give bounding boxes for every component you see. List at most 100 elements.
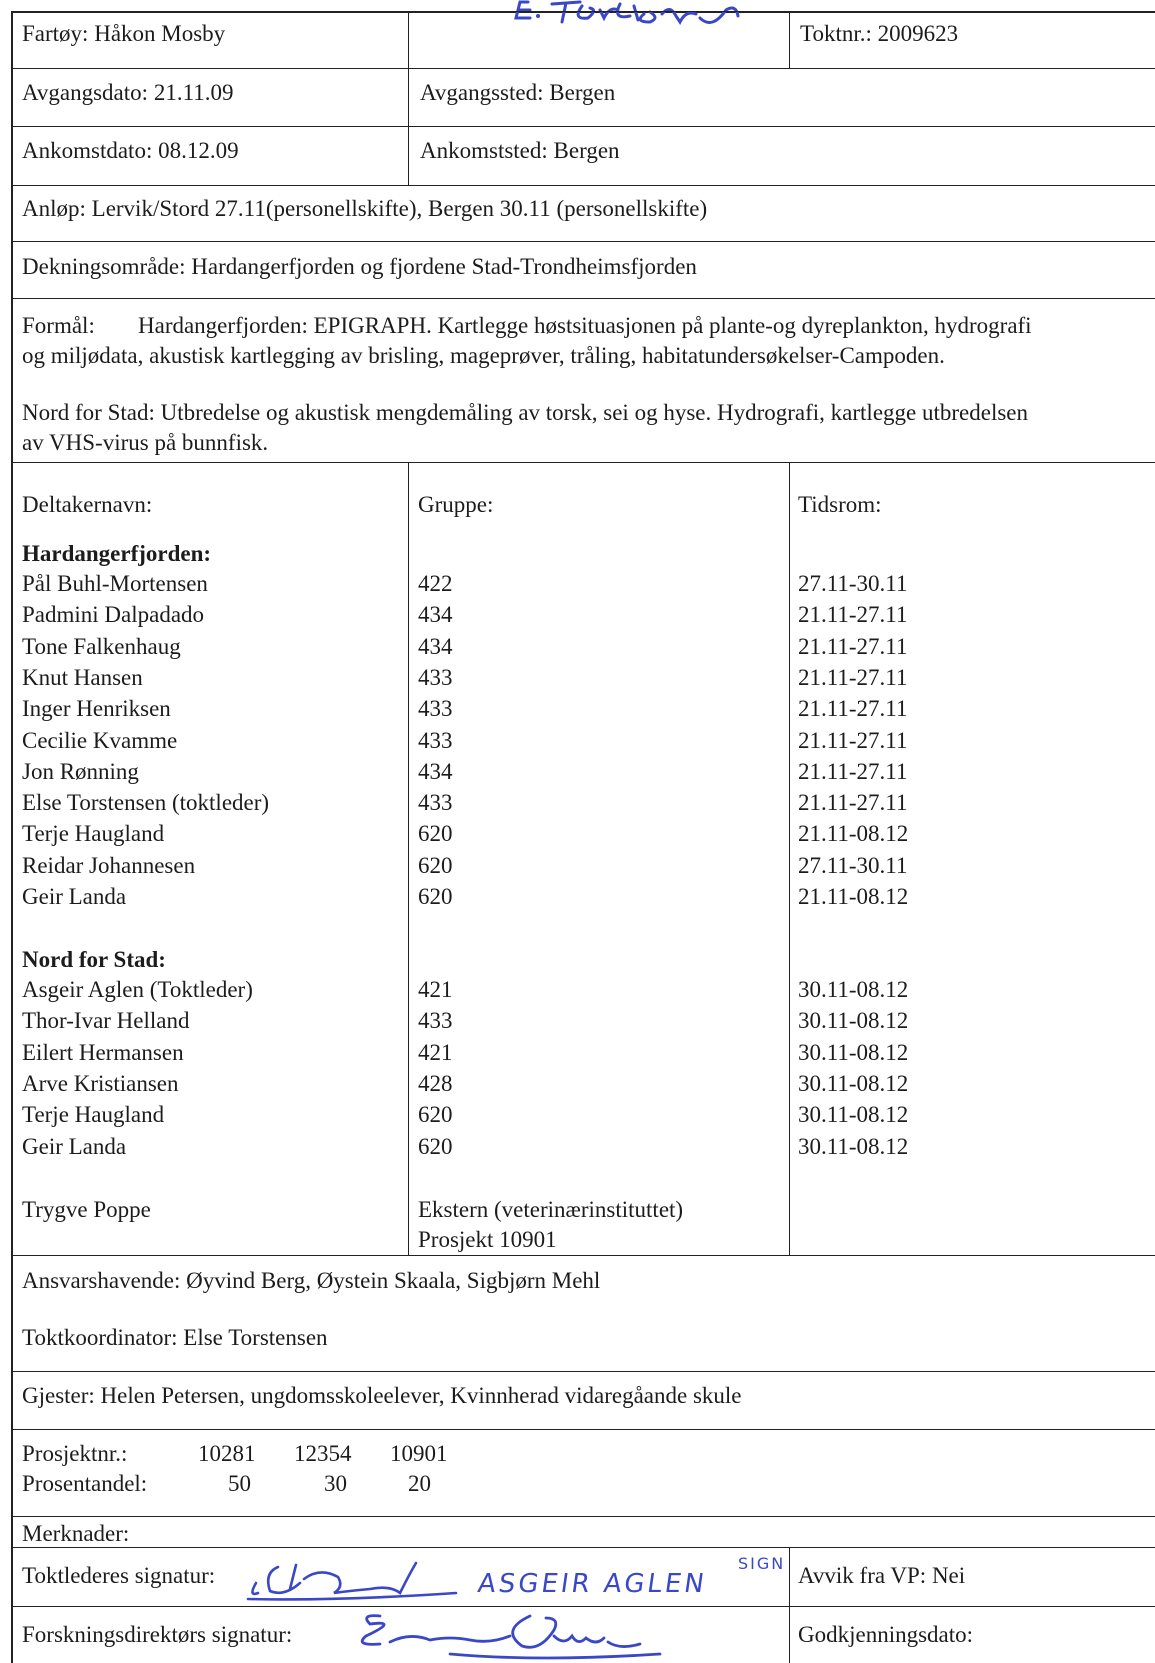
participant-period: 30.11-08.12 <box>798 1039 909 1065</box>
project-number: 12354 <box>294 1441 352 1466</box>
participant-period-header: Tidsrom: <box>798 492 882 517</box>
arrival-date-field: Ankomstdato: 08.12.09 <box>22 137 239 165</box>
participant-group: 434 <box>418 758 453 784</box>
participant-name: Terje Haugland <box>22 1102 165 1128</box>
participant-period: 21.11-27.11 <box>798 727 908 753</box>
participant-period: 30.11-08.12 <box>798 1133 909 1159</box>
cruise-number-field: Toktnr.: 2009623 <box>800 20 958 48</box>
participant-period: 30.11-08.12 <box>798 1070 909 1096</box>
purpose-label: Formål: <box>22 313 95 338</box>
leader-signature-label: Toktlederes signatur: <box>22 1563 216 1588</box>
participant-period: 27.11-30.11 <box>798 571 908 596</box>
arrival-place-label: Ankomststed: <box>420 138 548 163</box>
project-number-label: Prosjektnr.: <box>22 1441 128 1466</box>
participant-name: Inger Henriksen <box>22 696 171 722</box>
header-signature <box>514 0 740 25</box>
participant-group: 433 <box>418 696 453 722</box>
arrival-date-value: 08.12.09 <box>158 138 239 163</box>
participant-period: 21.11-27.11 <box>798 758 908 784</box>
director-signature <box>360 1614 662 1660</box>
participant-name: Padmini Dalpadado <box>22 602 205 628</box>
participant-period: 21.11-27.11 <box>798 664 908 690</box>
section-title-nord-for-stad: Nord for Stad: <box>22 947 166 972</box>
departure-date-field: Avgangsdato: 21.11.09 <box>22 79 233 107</box>
port-calls: Anløp: Lervik/Stord 27.11(personellskift… <box>22 196 708 221</box>
participant-group: 620 <box>418 821 453 847</box>
project-percent: 50 <box>228 1471 251 1496</box>
participant-name: Reidar Johannesen <box>22 852 196 878</box>
participant-group: 434 <box>418 602 453 628</box>
departure-place-value: Bergen <box>549 80 616 105</box>
departure-place-field: Avgangssted: Bergen <box>420 79 615 107</box>
vessel-value: Håkon Mosby <box>94 21 226 46</box>
form-frame <box>11 11 1155 1663</box>
participant-period: 21.11-27.11 <box>798 696 908 722</box>
participant-group: 620 <box>418 1102 453 1128</box>
participant-name: Asgeir Aglen (Toktleder) <box>22 977 253 1002</box>
participant-group: 620 <box>418 884 453 909</box>
participant-name: Terje Haugland <box>22 821 165 847</box>
participant-period: 21.11-27.11 <box>798 633 908 659</box>
departure-date-label: Avgangsdato: <box>22 80 149 105</box>
participant-name: Geir Landa <box>22 1133 127 1159</box>
project-percent: 30 <box>324 1471 347 1496</box>
participant-group: 620 <box>418 852 453 878</box>
participant-group: 421 <box>418 1039 453 1065</box>
deviation-from-plan: Avvik fra VP: Nei <box>798 1563 966 1588</box>
participant-group: 620 <box>418 1133 453 1159</box>
approval-date-label: Godkjenningsdato: <box>798 1622 974 1647</box>
remarks-label: Merknader: <box>22 1521 130 1546</box>
participant-period: 27.11-30.11 <box>798 852 908 878</box>
coverage-area: Dekningsområde: Hardangerfjorden og fjor… <box>22 254 697 279</box>
participant-name: Pål Buhl-Mortensen <box>22 571 208 596</box>
participant-group: 421 <box>418 977 453 1002</box>
purpose-line-1: Hardangerfjorden: EPIGRAPH. Kartlegge hø… <box>138 313 1032 338</box>
participant-name: Jon Rønning <box>22 758 139 784</box>
participant-name: Knut Hansen <box>22 664 143 690</box>
vessel-field: Fartøy: Håkon Mosby <box>22 20 225 48</box>
participant-name: Eilert Hermansen <box>22 1039 184 1065</box>
participant-period: 30.11-08.12 <box>798 977 909 1002</box>
participant-group: 433 <box>418 1008 453 1034</box>
cruise-number-value: 2009623 <box>877 21 959 46</box>
departure-place-label: Avgangssted: <box>420 80 544 105</box>
participant-name: Arve Kristiansen <box>22 1070 179 1096</box>
participant-group: 422 <box>418 571 453 596</box>
director-signature-label: Forskningsdirektørs signatur: <box>22 1622 293 1647</box>
participant-period: 30.11-08.12 <box>798 1008 909 1034</box>
arrival-place-field: Ankomststed: Bergen <box>420 137 620 165</box>
purpose-line-2: og miljødata, akustisk kartlegging av br… <box>22 343 945 368</box>
participant-name: Cecilie Kvamme <box>22 727 178 753</box>
project-percent-label: Prosentandel: <box>22 1471 148 1496</box>
participant-group: 433 <box>418 727 453 753</box>
arrival-date-label: Ankomstdato: <box>22 138 153 163</box>
project-percent: 20 <box>408 1471 431 1496</box>
section-title-hardangerfjorden: Hardangerfjorden: <box>22 541 212 566</box>
leader-signature-scribble <box>246 1561 458 1601</box>
purpose-line-4: av VHS-virus på bunnfisk. <box>22 430 269 455</box>
cruise-number-label: Toktnr.: <box>800 21 872 46</box>
responsible-persons: Ansvarshavende: Øyvind Berg, Øystein Ska… <box>22 1268 601 1293</box>
project-number: 10901 <box>390 1441 448 1466</box>
participant-name-header: Deltakernavn: <box>22 492 153 517</box>
guests: Gjester: Helen Petersen, ungdomsskoleele… <box>22 1383 742 1408</box>
participant-name: Geir Landa <box>22 884 127 909</box>
participant-name: Thor-Ivar Helland <box>22 1008 190 1034</box>
participant-group: 434 <box>418 633 453 659</box>
leader-signature-print: ASGEIR AGLEN <box>475 1569 709 1599</box>
participant-group: 433 <box>418 790 453 816</box>
external-participant-name: Trygve Poppe <box>22 1197 151 1222</box>
participant-group: 428 <box>418 1070 453 1096</box>
purpose-line-3: Nord for Stad: Utbredelse og akustisk me… <box>22 400 1029 425</box>
participant-group: 433 <box>418 664 453 690</box>
departure-date-value: 21.11.09 <box>153 80 234 105</box>
arrival-place-value: Bergen <box>553 138 620 163</box>
participant-name: Tone Falkenhaug <box>22 633 181 659</box>
participant-period: 21.11-27.11 <box>798 790 908 816</box>
participant-group-header: Gruppe: <box>418 492 494 517</box>
participant-period: 30.11-08.12 <box>798 1102 909 1128</box>
participant-period: 21.11-08.12 <box>798 884 909 909</box>
external-participant-project: Prosjekt 10901 <box>418 1227 557 1252</box>
participant-period: 21.11-27.11 <box>798 602 908 628</box>
vessel-label: Fartøy: <box>22 21 89 46</box>
